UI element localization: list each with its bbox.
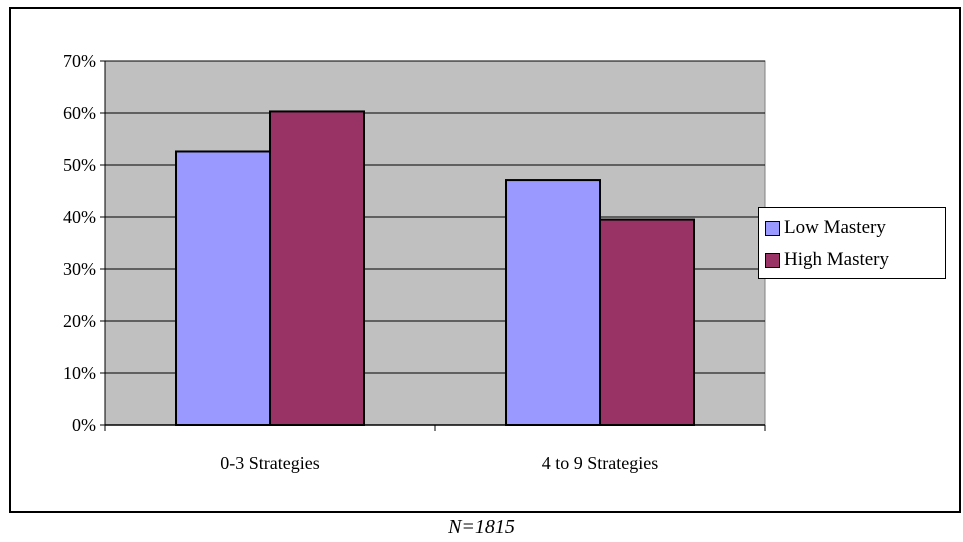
bar-high-mastery bbox=[269, 110, 365, 426]
sample-size-note: N=1815 bbox=[448, 516, 515, 538]
y-tick-label: 60% bbox=[63, 103, 96, 123]
axes bbox=[100, 60, 766, 431]
legend: Low Mastery High Mastery bbox=[758, 207, 946, 279]
y-tick-label: 40% bbox=[63, 207, 96, 227]
y-tick-label: 10% bbox=[63, 363, 96, 383]
bar-low-mastery bbox=[175, 150, 271, 426]
y-tick-label: 70% bbox=[63, 51, 96, 71]
legend-label-low-mastery: Low Mastery bbox=[784, 217, 886, 238]
bars bbox=[175, 110, 695, 426]
legend-label-high-mastery: High Mastery bbox=[784, 249, 890, 270]
y-tick-label: 0% bbox=[72, 415, 96, 435]
legend-item-low-mastery: Low Mastery bbox=[765, 217, 886, 239]
bar-low-mastery bbox=[505, 179, 601, 426]
x-tick-label: 0-3 Strategies bbox=[220, 453, 319, 473]
legend-swatch-high-mastery bbox=[765, 252, 780, 268]
y-tick-label: 30% bbox=[63, 259, 96, 279]
tick-labels: 0% 10% 20% 30% 40% 50% 60% 70% 0-3 Strategies 4 t… bbox=[63, 51, 658, 473]
y-tick-label: 50% bbox=[63, 155, 96, 175]
legend-item-high-mastery: High Mastery bbox=[765, 249, 889, 271]
y-tick-label: 20% bbox=[63, 311, 96, 331]
x-tick-label: 4 to 9 Strategies bbox=[542, 453, 658, 473]
bar-high-mastery bbox=[599, 218, 695, 426]
legend-swatch-low-mastery bbox=[765, 220, 780, 236]
